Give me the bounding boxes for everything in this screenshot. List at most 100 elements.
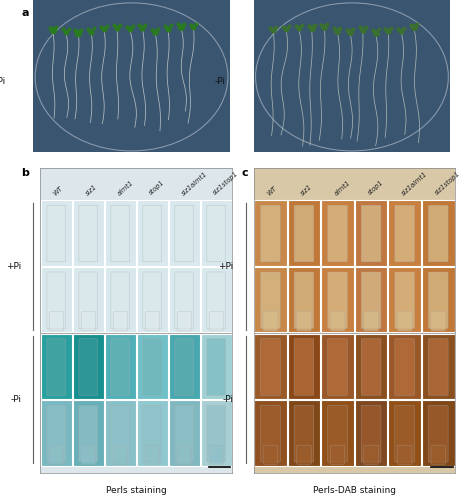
FancyBboxPatch shape [397, 312, 412, 331]
FancyBboxPatch shape [261, 406, 280, 462]
FancyBboxPatch shape [361, 206, 381, 262]
Bar [105, 334, 136, 399]
Bar [355, 400, 387, 466]
Text: stop1: stop1 [367, 180, 385, 196]
FancyBboxPatch shape [261, 206, 280, 262]
FancyBboxPatch shape [175, 338, 194, 396]
Bar [169, 400, 200, 466]
Text: +Pi: +Pi [0, 77, 6, 86]
Text: Perls staining: Perls staining [106, 486, 167, 495]
Text: +Pi: +Pi [6, 262, 21, 270]
Bar [105, 400, 136, 466]
Bar [169, 200, 200, 266]
Bar [41, 400, 72, 466]
FancyBboxPatch shape [79, 206, 98, 262]
Bar [41, 200, 72, 266]
Bar [321, 334, 354, 399]
Bar [169, 334, 200, 399]
FancyBboxPatch shape [207, 206, 226, 262]
FancyBboxPatch shape [177, 445, 191, 464]
FancyBboxPatch shape [297, 445, 311, 464]
Bar [422, 200, 455, 266]
Text: WT: WT [266, 185, 278, 196]
FancyBboxPatch shape [361, 272, 381, 328]
Bar [73, 267, 104, 332]
FancyBboxPatch shape [395, 206, 415, 262]
FancyBboxPatch shape [294, 338, 314, 396]
FancyBboxPatch shape [431, 312, 446, 331]
FancyBboxPatch shape [175, 406, 194, 462]
Bar [388, 267, 421, 332]
FancyBboxPatch shape [364, 312, 378, 331]
FancyBboxPatch shape [361, 406, 381, 462]
FancyBboxPatch shape [431, 445, 446, 464]
FancyBboxPatch shape [330, 445, 345, 464]
FancyBboxPatch shape [47, 206, 66, 262]
Bar [355, 334, 387, 399]
Bar [388, 200, 421, 266]
Text: almt1: almt1 [334, 179, 352, 196]
FancyBboxPatch shape [397, 445, 412, 464]
Text: siz1stop1: siz1stop1 [212, 170, 240, 196]
Bar [388, 334, 421, 399]
Text: -Pi: -Pi [10, 395, 21, 404]
FancyBboxPatch shape [395, 406, 415, 462]
FancyBboxPatch shape [146, 312, 159, 331]
FancyBboxPatch shape [79, 406, 98, 462]
FancyBboxPatch shape [79, 338, 98, 396]
Bar [201, 200, 232, 266]
Text: siz1: siz1 [300, 183, 314, 196]
FancyBboxPatch shape [294, 206, 314, 262]
FancyBboxPatch shape [428, 338, 448, 396]
Text: stop1: stop1 [148, 180, 166, 196]
FancyBboxPatch shape [113, 445, 127, 464]
Bar [201, 267, 232, 332]
FancyBboxPatch shape [395, 338, 415, 396]
Bar [137, 334, 168, 399]
FancyBboxPatch shape [82, 312, 95, 331]
FancyBboxPatch shape [428, 406, 448, 462]
FancyBboxPatch shape [175, 272, 194, 328]
FancyBboxPatch shape [294, 272, 314, 328]
FancyBboxPatch shape [143, 406, 162, 462]
FancyBboxPatch shape [111, 406, 130, 462]
FancyBboxPatch shape [49, 445, 63, 464]
FancyBboxPatch shape [79, 272, 98, 328]
FancyBboxPatch shape [395, 272, 415, 328]
Bar [321, 400, 354, 466]
Bar [422, 400, 455, 466]
Text: almt1: almt1 [116, 179, 135, 196]
Text: a: a [21, 8, 29, 18]
FancyBboxPatch shape [49, 312, 63, 331]
Bar [137, 200, 168, 266]
FancyBboxPatch shape [261, 338, 280, 396]
Text: +Pi: +Pi [218, 262, 233, 270]
Text: -Pi: -Pi [215, 77, 226, 86]
FancyBboxPatch shape [210, 445, 223, 464]
FancyBboxPatch shape [82, 445, 95, 464]
FancyBboxPatch shape [428, 272, 448, 328]
FancyBboxPatch shape [428, 206, 448, 262]
Bar [288, 400, 320, 466]
FancyBboxPatch shape [111, 338, 130, 396]
Bar [288, 334, 320, 399]
FancyBboxPatch shape [47, 272, 66, 328]
FancyBboxPatch shape [113, 312, 127, 331]
Bar [137, 267, 168, 332]
FancyBboxPatch shape [175, 206, 194, 262]
FancyBboxPatch shape [111, 272, 130, 328]
Bar [73, 200, 104, 266]
Bar [105, 267, 136, 332]
FancyBboxPatch shape [328, 338, 347, 396]
Text: b: b [21, 168, 29, 177]
FancyBboxPatch shape [111, 206, 130, 262]
FancyBboxPatch shape [294, 406, 314, 462]
Bar [41, 334, 72, 399]
FancyBboxPatch shape [361, 338, 381, 396]
Bar [201, 400, 232, 466]
Bar [321, 200, 354, 266]
Text: siz1almt1: siz1almt1 [180, 170, 209, 196]
FancyBboxPatch shape [330, 312, 345, 331]
FancyBboxPatch shape [328, 406, 347, 462]
FancyBboxPatch shape [143, 338, 162, 396]
